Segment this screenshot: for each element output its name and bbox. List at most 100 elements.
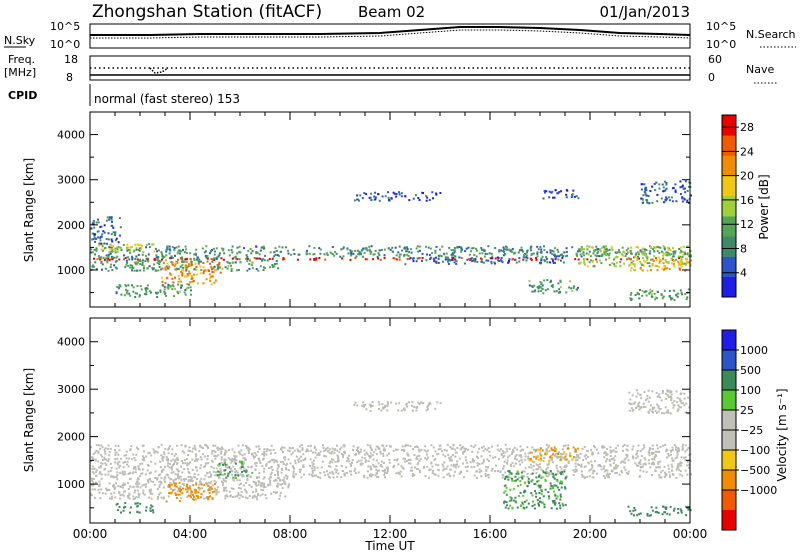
power-ytick-label-1: 2000: [57, 219, 85, 232]
velocity-ytick-label-3: 4000: [57, 336, 85, 349]
velocity-colorbar-tick-4: −25: [740, 424, 763, 437]
velocity-region-4: [165, 481, 216, 503]
velocity-colorbar-segment-7: [722, 470, 736, 491]
velocity-colorbar-segment-0: [722, 330, 736, 351]
velocity-colorbar-tick-0: 1000: [740, 344, 768, 357]
velocity-xtick-label-2: 08:00: [273, 527, 308, 541]
velocity-panel: 1000 2000 3000 4000 00:00 04:00 08:00 12:00 16:…: [22, 317, 708, 553]
freq-tick-bottom: 8: [66, 71, 73, 84]
power-region-3: [161, 261, 222, 286]
velocity-region-9: [528, 446, 580, 462]
nave-dip: [149, 67, 169, 74]
power-ytick-label-2: 3000: [57, 174, 85, 187]
power-x-axis: [89, 112, 691, 307]
velocity-colorbar-segment-1: [722, 350, 736, 371]
velocity-colorbar-tick-2: 100: [740, 384, 761, 397]
velocity-region-7: [627, 505, 692, 517]
nsky-label: N.Sky: [4, 34, 36, 47]
frequency-panel: Freq. [MHz] 18 8 60 0 Nave: [4, 53, 778, 84]
velocity-y-axis: 1000 2000 3000 4000: [57, 336, 690, 509]
noise-tick-bottom-left: 10^0: [50, 38, 80, 51]
velocity-region-3: [628, 389, 691, 415]
power-colorbar-segment-7: [722, 135, 736, 156]
power-ytick-label-3: 4000: [57, 129, 85, 142]
velocity-xtick-label-5: 20:00: [573, 527, 608, 541]
station-title: Zhongshan Station (fitACF): [92, 2, 322, 22]
power-colorbar-tick-5: 24: [740, 145, 754, 158]
power-colorbar-tick-0: 4: [740, 267, 747, 280]
noise-tick-top-right: 10^5: [706, 20, 736, 33]
power-colorbar-segment-6: [722, 155, 736, 176]
velocity-ytick-label-1: 2000: [57, 431, 85, 444]
velocity-region-0: [90, 443, 692, 479]
power-colorbar-segment-3: [722, 216, 736, 237]
velocity-colorbar-segment-5: [722, 430, 736, 451]
velocity-ytick-label-2: 3000: [57, 383, 85, 396]
freq-tick-top: 18: [64, 53, 78, 66]
power-region-12: [528, 279, 579, 295]
power-panel: 1000 2000 3000 4000 Slant Range [km]: [22, 111, 692, 308]
power-colorbar-tick-2: 12: [740, 218, 754, 231]
power-ytick-label-0: 1000: [57, 264, 85, 277]
power-colorbar-segment-2: [722, 236, 736, 257]
nsearch-label: N.Search: [746, 28, 796, 41]
velocity-colorbar-segment-3: [722, 390, 736, 411]
velocity-xtick-label-0: 00:00: [73, 527, 108, 541]
velocity-xtick-label-4: 16:00: [473, 527, 508, 541]
nsearch-line: [90, 29, 691, 39]
velocity-colorbar-segment-8: [722, 490, 736, 511]
velocity-region-5: [115, 502, 155, 514]
power-region-9: [353, 191, 442, 202]
velocity-xtick-label-6: 00:00: [673, 527, 708, 541]
noise-tick-bottom-right: 10^0: [706, 38, 736, 51]
velocity-colorbar-tick-5: −100: [740, 444, 770, 457]
power-colorbar-tick-6: 28: [740, 121, 754, 134]
power-colorbar-label: Power [dB]: [757, 174, 771, 239]
velocity-x-axis: 00:00 04:00 08:00 12:00 16:00 20:00 00:00: [73, 318, 708, 541]
power-colorbar: 4 8 12 16 20 24 28 Power [dB]: [721, 114, 771, 298]
velocity-xtick-label-1: 04:00: [173, 527, 208, 541]
cpid-text: normal (fast stereo) 153: [94, 92, 240, 106]
power-colorbar-segment-8: [722, 115, 736, 136]
velocity-region-8: [215, 460, 254, 479]
velocity-colorbar-tick-6: −500: [740, 464, 770, 477]
power-colorbar-tick-1: 8: [740, 242, 747, 255]
power-colorbar-tick-4: 20: [740, 170, 754, 183]
velocity-scatter: [90, 389, 692, 517]
cpid-label: CPID: [8, 89, 37, 102]
power-region-10: [542, 189, 580, 200]
power-region-5: [404, 256, 565, 266]
velocity-region-6: [503, 469, 567, 510]
power-scatter: [90, 180, 692, 301]
freq-unit-label: [MHz]: [4, 66, 36, 79]
nave-label: Nave: [746, 63, 774, 76]
velocity-colorbar-label: Velocity [m s⁻¹]: [775, 388, 789, 481]
power-ylabel: Slant Range [km]: [22, 158, 36, 262]
power-y-axis: 1000 2000 3000 4000: [57, 129, 690, 294]
velocity-region-2: [353, 401, 442, 412]
nave-tick-top: 60: [708, 53, 722, 66]
velocity-colorbar-segment-6: [722, 450, 736, 471]
cpid-panel: CPID normal (fast stereo) 153: [8, 84, 240, 106]
velocity-ylabel: Slant Range [km]: [22, 368, 36, 472]
power-region-8: [90, 216, 122, 245]
velocity-ytick-label-0: 1000: [57, 478, 85, 491]
velocity-colorbar-tick-1: 500: [740, 364, 761, 377]
velocity-colorbar-segment-4: [722, 410, 736, 431]
nsky-line: [90, 26, 691, 36]
velocity-colorbar-segment-9: [722, 510, 736, 531]
velocity-colorbar-tick-7: −1000: [740, 484, 777, 497]
noise-panel: N.Sky 10^5 10^0 10^5 10^0 N.Search: [4, 20, 796, 51]
velocity-xtick-label-3: 12:00: [373, 527, 408, 541]
velocity-colorbar-segment-2: [722, 370, 736, 391]
time-axis-label: Time UT: [364, 539, 415, 553]
noise-tick-top-left: 10^5: [50, 20, 80, 33]
power-region-2: [95, 242, 156, 253]
velocity-colorbar-tick-3: 25: [740, 404, 754, 417]
velocity-region-1: [90, 477, 291, 501]
power-colorbar-tick-3: 16: [740, 194, 754, 207]
power-colorbar-segment-5: [722, 175, 736, 197]
power-region-13: [629, 288, 690, 301]
freq-label: Freq.: [8, 53, 35, 66]
